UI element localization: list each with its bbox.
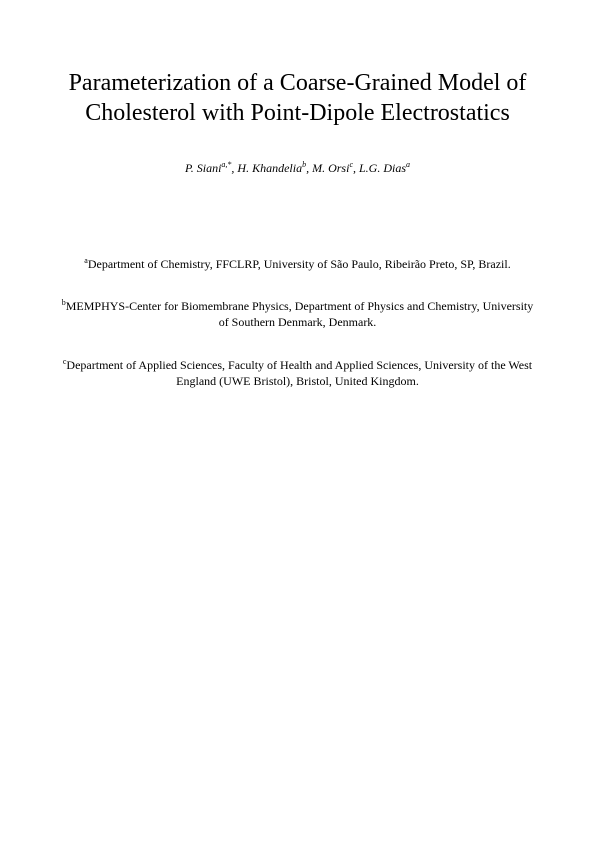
author-2-name: H. Khandelia (237, 161, 302, 175)
affiliation-3: cDepartment of Applied Sciences, Faculty… (60, 357, 535, 389)
affiliation-2: bMEMPHYS-Center for Biomembrane Physics,… (60, 298, 535, 330)
affiliation-1: aDepartment of Chemistry, FFCLRP, Univer… (60, 256, 535, 272)
author-3-name: M. Orsi (312, 161, 349, 175)
author-1-name: P. Siani (185, 161, 221, 175)
affiliation-3-text: Department of Applied Sciences, Faculty … (66, 358, 532, 388)
affiliation-1-text: Department of Chemistry, FFCLRP, Univers… (88, 257, 511, 271)
author-4-sup: a (406, 160, 410, 169)
author-1-sup: a,* (221, 160, 231, 169)
author-4-name: L.G. Dias (359, 161, 406, 175)
affiliation-2-text: MEMPHYS-Center for Biomembrane Physics, … (66, 299, 534, 329)
paper-title: Parameterization of a Coarse-Grained Mod… (60, 68, 535, 128)
page-container: Parameterization of a Coarse-Grained Mod… (0, 0, 595, 475)
authors-line: P. Siania,*, H. Khandeliab, M. Orsic, L.… (60, 160, 535, 176)
